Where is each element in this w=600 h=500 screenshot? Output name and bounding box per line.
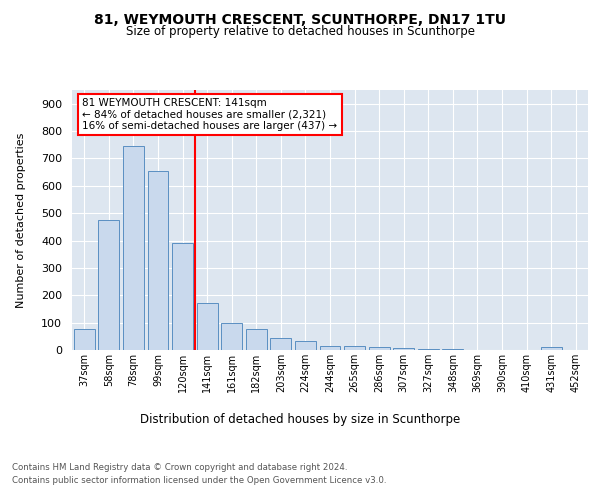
Bar [98,220,119,350]
Bar [320,346,340,350]
Text: 81 WEYMOUTH CRESCENT: 141sqm
← 84% of detached houses are smaller (2,321)
16% of: 81 WEYMOUTH CRESCENT: 141sqm ← 84% of de… [82,98,337,131]
Bar [368,348,389,350]
Bar [271,338,292,350]
Bar [123,146,144,350]
Bar [197,304,218,350]
Bar [393,348,414,350]
Bar [295,341,316,350]
Bar [148,170,169,350]
Y-axis label: Number of detached properties: Number of detached properties [16,132,26,308]
Bar [344,346,365,350]
Text: Contains public sector information licensed under the Open Government Licence v3: Contains public sector information licen… [12,476,386,485]
Bar [541,348,562,350]
Text: Size of property relative to detached houses in Scunthorpe: Size of property relative to detached ho… [125,25,475,38]
Bar [246,330,267,350]
Text: Distribution of detached houses by size in Scunthorpe: Distribution of detached houses by size … [140,412,460,426]
Bar [221,323,242,350]
Text: 81, WEYMOUTH CRESCENT, SCUNTHORPE, DN17 1TU: 81, WEYMOUTH CRESCENT, SCUNTHORPE, DN17 … [94,12,506,26]
Bar [418,348,439,350]
Text: Contains HM Land Registry data © Crown copyright and database right 2024.: Contains HM Land Registry data © Crown c… [12,462,347,471]
Bar [74,330,95,350]
Bar [172,244,193,350]
